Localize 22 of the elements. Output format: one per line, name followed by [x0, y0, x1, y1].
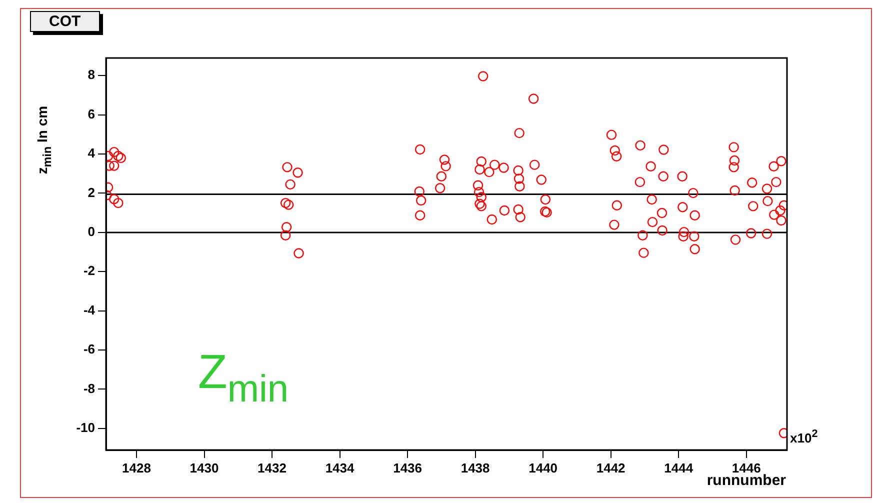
- chart-title: COT: [30, 11, 100, 32]
- x-tick-label: 1434: [325, 460, 356, 476]
- x-tick-label: 1444: [664, 460, 694, 476]
- annotation: Z$_{min}$: [198, 345, 289, 412]
- y-tick-label: 8: [88, 67, 95, 82]
- x-tick-label: 1440: [528, 460, 558, 476]
- y-tick-label: -2: [83, 263, 95, 278]
- y-tick-label: 4: [88, 146, 96, 161]
- x-tick-label: 1430: [190, 460, 219, 476]
- x-tick-label: 1438: [460, 460, 490, 476]
- y-tick-label: -8: [83, 380, 95, 396]
- y-tick-label: -4: [83, 302, 96, 318]
- x-tick-label: 1442: [596, 460, 626, 476]
- x-tick-label: 1436: [393, 460, 422, 476]
- x-tick-label: 1428: [122, 460, 151, 476]
- y-tick-label: -10: [76, 420, 95, 436]
- y-tick-label: -6: [83, 342, 95, 357]
- x-tick-label: 1432: [258, 460, 286, 476]
- y-tick-label: 2: [88, 184, 95, 200]
- text: x10$^{2}$: [790, 428, 818, 446]
- y-tick-label: 0: [88, 224, 95, 240]
- y-tick-label: 6: [88, 106, 95, 122]
